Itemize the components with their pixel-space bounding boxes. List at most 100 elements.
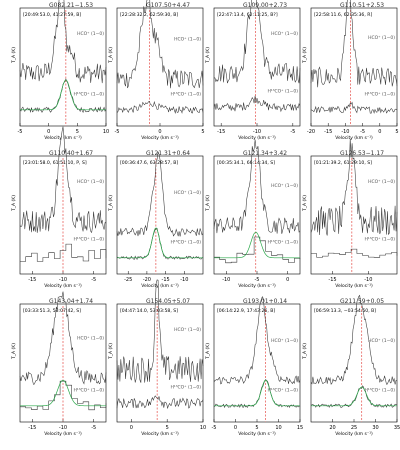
series-label: H¹³CO⁺ (1−0) — [365, 237, 396, 243]
hco-spectrum-line — [213, 296, 301, 385]
x-axis-label: Velocity (km s⁻¹) — [44, 135, 82, 141]
x-axis-label: Velocity (km s⁻¹) — [335, 135, 373, 141]
y-axis-label: T_A (K) — [11, 343, 17, 360]
x-tick-label: 5 — [76, 129, 79, 135]
series-label: HCO⁺ (1−0) — [271, 31, 298, 37]
panel-coordinate-label: [01:21:39.2, 61:29:10, S] — [314, 160, 372, 166]
h13co-spectrum-line — [116, 100, 204, 115]
h13co-fit-line — [20, 379, 106, 407]
x-tick-label: 10 — [103, 129, 109, 135]
x-tick-label: -20 — [143, 277, 151, 283]
x-tick-label: -5 — [360, 129, 365, 135]
spectrum-panel: G110.51+2.53 [22:58:11.6, 62:35:36, R] -20… — [302, 0, 399, 141]
x-tick-label: -15 — [328, 277, 336, 283]
x-tick-label: 0 — [47, 129, 50, 135]
panel-coordinate-label: [00:35:34.1, 66:14:34, S] — [217, 160, 275, 166]
spectrum-panel: G154.05+5.07 [04:47:14.0, 53:03:58, S] 0 5 1… — [108, 279, 206, 437]
panel-title: G154.05+5.07 — [146, 298, 190, 305]
panel-frame — [213, 7, 301, 127]
y-axis-label: T_A (K) — [11, 47, 17, 64]
panel-coordinate-label: [04:47:14.0, 53:03:58, S] — [120, 308, 178, 314]
y-axis-label: T_A (K) — [302, 343, 308, 360]
spectrum-panel: G107.50+4.47 [22:28:32.2, 62:59:30, B] -5 0… — [108, 0, 205, 141]
hco-spectrum-line — [116, 151, 204, 237]
panel-title: G109.00+2.73 — [243, 2, 287, 9]
x-tick-label: 10 — [275, 425, 281, 431]
x-tick-label: -5 — [91, 277, 96, 283]
panel-coordinate-label: [06:59:13.3, −03:54:50, B] — [314, 308, 376, 314]
x-tick-label: -5 — [18, 129, 23, 135]
h13co-fit-line — [214, 379, 300, 407]
series-label: HCO⁺ (1−0) — [77, 335, 104, 341]
series-label: HCO⁺ (1−0) — [174, 190, 201, 196]
x-axis-label: Velocity (km s⁻¹) — [335, 431, 373, 437]
series-label: H¹³CO⁺ (1−0) — [365, 91, 396, 97]
h13co-fit-line — [20, 79, 106, 111]
y-axis-label: T_A (K) — [302, 47, 308, 64]
x-axis-label: Velocity (km s⁻¹) — [44, 283, 82, 289]
h13co-fit-line — [214, 231, 300, 259]
spectrum-panel: G121.31+0.64 [00:36:47.6, 63:28:57, B] -25… — [108, 150, 204, 289]
panel-frame — [310, 7, 398, 127]
panel-frame — [116, 7, 204, 127]
series-label: H¹³CO⁺ (1−0) — [171, 239, 202, 245]
x-tick-label: -10 — [59, 277, 67, 283]
x-tick-label: 20 — [329, 425, 335, 431]
series-label: H¹³CO⁺ (1−0) — [74, 237, 105, 243]
panel-coordinate-label: [06:14:22.9, 17:43:26, B] — [217, 308, 275, 314]
x-axis-label: Velocity (km s⁻¹) — [141, 135, 179, 141]
hco-spectrum-line — [19, 0, 107, 84]
x-tick-label: 0 — [234, 425, 237, 431]
panel-title: G121.34+3.42 — [243, 150, 287, 157]
x-tick-label: -5 — [212, 425, 217, 431]
x-axis-label: Velocity (km s⁻¹) — [238, 283, 276, 289]
panel-frame — [116, 155, 204, 275]
x-tick-label: 5 — [255, 425, 258, 431]
x-axis-label: Velocity (km s⁻¹) — [238, 431, 276, 437]
x-tick-label: -25 — [124, 277, 132, 283]
x-tick-label: 30 — [372, 425, 378, 431]
h13co-spectrum-line — [311, 248, 398, 258]
series-label: HCO⁺ (1−0) — [368, 35, 395, 41]
x-tick-label: 10 — [200, 425, 206, 431]
panel-coordinate-label: [00:36:47.6, 63:28:57, B] — [120, 160, 178, 166]
spectrum-panel: G126.53−1.17 [01:21:39.2, 61:29:10, S] -15… — [302, 138, 398, 289]
h13co-spectrum-line — [310, 101, 398, 114]
x-tick-label: -5 — [290, 129, 295, 135]
h13co-spectrum-line — [20, 243, 107, 262]
y-axis-label: T_A (K) — [205, 343, 211, 360]
h13co-spectrum-line — [116, 395, 204, 410]
series-label: H¹³CO⁺ (1−0) — [171, 385, 202, 391]
hco-spectrum-line — [310, 138, 398, 236]
panel-title: G110.51+2.53 — [340, 2, 384, 9]
x-tick-label: 5 — [166, 425, 169, 431]
panel-title: G107.50+4.47 — [146, 2, 190, 9]
x-tick-label: -20 — [307, 129, 315, 135]
x-tick-label: -10 — [59, 425, 67, 431]
spectrum-panel: G110.40+1.67 [23:01:58.0, 61:51:10, P, S]… — [11, 126, 107, 289]
series-label: H¹³CO⁺ (1−0) — [171, 91, 202, 97]
panel-coordinate-label: [22:58:11.6, 62:35:36, R] — [314, 12, 372, 18]
panel-coordinate-label: [20:49:53.0, 41:27:59, B] — [23, 12, 81, 18]
x-tick-label: 5 — [201, 129, 204, 135]
h13co-spectrum-line — [116, 227, 204, 260]
x-tick-label: -10 — [364, 277, 372, 283]
x-tick-label: -10 — [180, 277, 188, 283]
series-label: H¹³CO⁺ (1−0) — [74, 387, 105, 393]
hco-spectrum-line — [116, 279, 204, 383]
hco-spectrum-line — [19, 126, 107, 234]
x-tick-label: 15 — [297, 425, 303, 431]
y-axis-label: T_A (K) — [205, 195, 211, 212]
spectrum-panel: G193.01+0.14 [06:14:22.9, 17:43:26, B] -5 0… — [205, 296, 303, 437]
x-axis-label: Velocity (km s⁻¹) — [238, 135, 276, 141]
h13co-spectrum-line — [213, 379, 301, 409]
x-tick-label: 0 — [130, 425, 133, 431]
panel-frame — [213, 155, 301, 275]
series-label: HCO⁺ (1−0) — [174, 37, 201, 43]
panel-title: G193.01+0.14 — [243, 298, 287, 305]
x-tick-label: 0 — [286, 277, 289, 283]
spectrum-panel: G143.04+1.74 [03:33:51.3, 58:07:42, S] -15… — [11, 291, 107, 437]
panel-title: G082.21−1.53 — [49, 2, 93, 9]
series-label: HCO⁺ (1−0) — [77, 31, 104, 37]
x-tick-label: -15 — [217, 129, 225, 135]
